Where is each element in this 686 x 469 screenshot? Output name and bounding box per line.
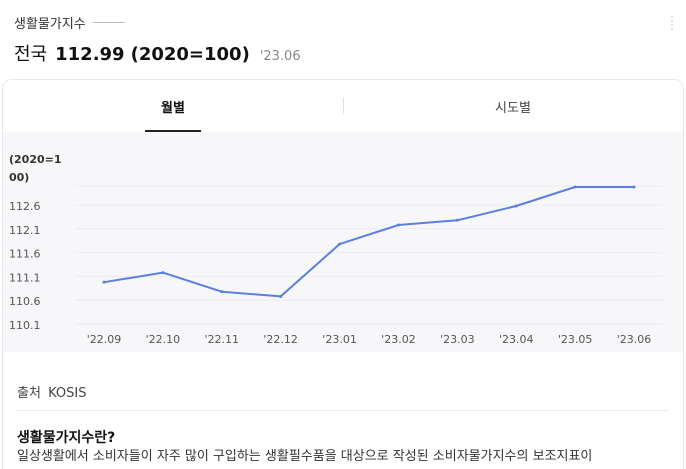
chart-card: 월별 시도별 (2020=1 00) 110.1 110.6 111.1 111.6 112…: [2, 79, 684, 469]
y-tick-label: 111.1: [9, 271, 41, 284]
reference-date: '23.06: [259, 49, 301, 64]
y-unit-label: 00): [9, 171, 29, 184]
x-tick-label: '22.10: [146, 333, 181, 346]
source-name[interactable]: KOSIS: [48, 386, 87, 401]
more-options-icon[interactable]: [671, 16, 674, 30]
x-tick-label: '23.06: [617, 333, 652, 346]
headline: 전국 112.99 (2020=100) '23.06: [14, 40, 674, 66]
data-point: [396, 223, 400, 227]
data-point: [338, 242, 342, 246]
x-tick-label: '22.11: [205, 333, 240, 346]
divider: [17, 410, 669, 411]
y-tick-label: 111.6: [9, 248, 41, 261]
description-text: 일상생활에서 소비자들이 자주 많이 구입하는 생활필수품을 대상으로 작성된 …: [17, 449, 593, 464]
base-year: (2020=100): [130, 44, 250, 65]
source: 출처 KOSIS: [17, 382, 86, 401]
index-kicker: 생활물가지수: [14, 12, 674, 32]
x-tick-label: '22.12: [263, 333, 298, 346]
index-name: 생활물가지수: [14, 16, 86, 32]
y-tick-label: 112.6: [9, 200, 41, 213]
description-title: 생활물가지수란?: [17, 430, 116, 446]
tab-monthly[interactable]: 월별: [3, 80, 343, 132]
y-unit-label: (2020=1: [9, 153, 62, 166]
data-point: [455, 218, 459, 222]
y-tick-label: 112.1: [9, 224, 41, 237]
series-line: [103, 186, 634, 298]
x-tick-label: '22.09: [87, 333, 122, 346]
x-tick-label: '23.04: [499, 333, 534, 346]
source-label: 출처: [17, 386, 41, 401]
data-point: [220, 290, 224, 294]
data-point: [102, 280, 106, 284]
tab-separator: [343, 98, 344, 114]
header: 생활물가지수 전국 112.99 (2020=100) '23.06: [14, 12, 674, 66]
line-chart: (2020=1 00) 110.1 110.6 111.1 111.6 112.1 112.6…: [9, 153, 663, 346]
tab-by-region-label: 시도별: [495, 101, 531, 116]
data-point: [514, 204, 518, 208]
tab-bar: 월별 시도별: [3, 80, 683, 132]
x-tick-label: '23.01: [322, 333, 357, 346]
data-point: [573, 185, 577, 189]
tab-monthly-label: 월별: [161, 101, 185, 116]
region-label: 전국: [14, 44, 48, 65]
data-point: [632, 185, 636, 189]
data-point: [279, 294, 283, 298]
data-point: [161, 271, 165, 275]
kicker-line: [92, 21, 125, 23]
x-tick-label: '23.03: [440, 333, 475, 346]
index-value: 112.99: [55, 44, 125, 65]
y-tick-label: 110.1: [9, 319, 41, 332]
x-tick-label: '23.02: [381, 333, 416, 346]
tab-by-region[interactable]: 시도별: [343, 80, 683, 132]
x-tick-label: '23.05: [558, 333, 593, 346]
y-tick-label: 110.6: [9, 295, 41, 308]
chart-area: (2020=1 00) 110.1 110.6 111.1 111.6 112.1 112.6…: [3, 132, 683, 352]
